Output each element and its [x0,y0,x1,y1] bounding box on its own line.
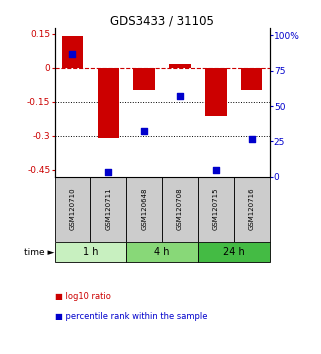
Text: time ►: time ► [24,247,55,257]
Bar [241,68,263,90]
Text: 24 h: 24 h [223,247,245,257]
Bar [126,177,162,241]
Bar [198,177,234,241]
Title: GDS3433 / 31105: GDS3433 / 31105 [110,14,214,27]
Bar [134,68,155,90]
Point [249,136,254,141]
Bar [91,177,126,241]
Point [106,170,111,175]
Text: GSM120711: GSM120711 [105,188,111,230]
Text: GSM120708: GSM120708 [177,188,183,230]
Bar [205,68,227,115]
Bar [169,64,191,68]
Point [213,167,218,172]
Bar [162,177,198,241]
Text: GSM120648: GSM120648 [141,188,147,230]
Bar [55,241,126,262]
Point [70,51,75,57]
Bar [98,68,119,138]
Text: ■ log10 ratio: ■ log10 ratio [55,292,110,301]
Bar [55,177,91,241]
Text: GSM120716: GSM120716 [249,188,255,230]
Text: GSM120715: GSM120715 [213,188,219,230]
Bar [234,177,270,241]
Bar [126,241,198,262]
Text: ■ percentile rank within the sample: ■ percentile rank within the sample [55,312,207,320]
Point [178,93,183,99]
Point [142,129,147,134]
Text: 4 h: 4 h [154,247,170,257]
Bar [62,36,83,68]
Bar [198,241,270,262]
Text: 1 h: 1 h [83,247,98,257]
Text: GSM120710: GSM120710 [69,188,75,230]
